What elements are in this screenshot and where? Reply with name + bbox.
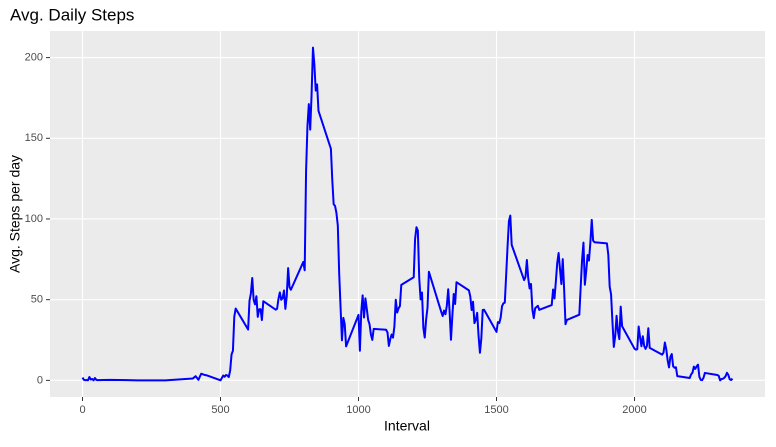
x-tick-label: 500 [211, 404, 229, 416]
chart-title: Avg. Daily Steps [10, 5, 134, 24]
y-tick-label: 150 [25, 132, 43, 144]
x-axis-label: Interval [384, 418, 430, 434]
x-tick-label: 0 [79, 404, 85, 416]
line [81, 46, 734, 382]
y-tick-label: 100 [25, 213, 43, 225]
y-tick-label: 50 [31, 294, 43, 306]
y-tick-label: 200 [25, 52, 43, 64]
plot-panel [50, 31, 765, 397]
x-tick-label: 1500 [484, 404, 508, 416]
y-axis-label: Avg. Steps per day [7, 155, 23, 273]
x-tick-label: 1000 [346, 404, 370, 416]
y-tick-label: 0 [37, 374, 43, 386]
x-tick-label: 2000 [622, 404, 646, 416]
